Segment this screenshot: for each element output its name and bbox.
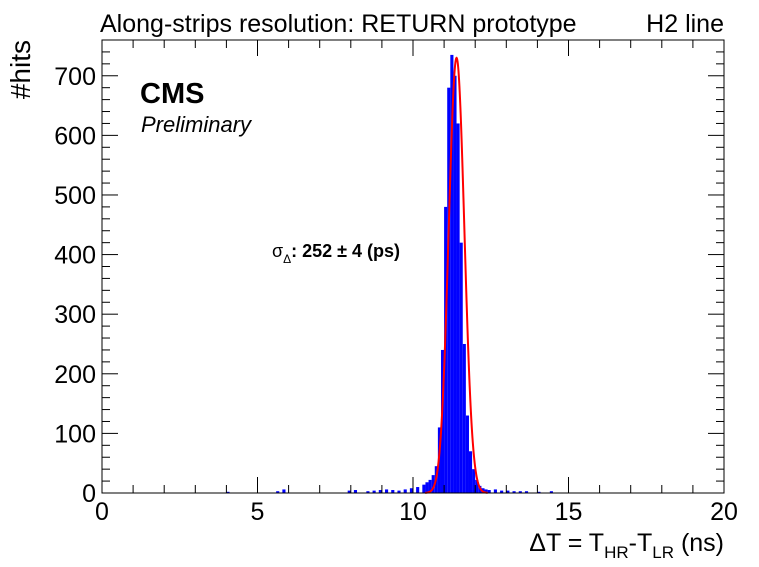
histogram-bar [347, 490, 351, 493]
fit-annotation-symbol: σ [272, 241, 283, 261]
histogram-bar [462, 343, 466, 493]
histogram-bar [282, 489, 286, 493]
x-tick-label: 10 [399, 498, 427, 526]
x-label-dash: -T [629, 529, 653, 557]
chart-title: Along-strips resolution: RETURN prototyp… [100, 10, 577, 38]
histogram-bar [475, 479, 479, 493]
histogram-bar [391, 490, 395, 493]
y-tick-label: 100 [54, 420, 96, 448]
histogram-bar [459, 242, 463, 493]
histogram-bar [472, 469, 476, 493]
y-tick-label: 0 [82, 480, 96, 508]
x-axis-ticks [101, 40, 725, 493]
x-label-delta: ΔT = T [529, 529, 604, 557]
histogram-bar [524, 491, 529, 493]
x-label-unit: (ns) [674, 529, 724, 557]
x-label-sub1: HR [604, 543, 629, 562]
histogram-bar [484, 489, 488, 493]
y-tick-label: 700 [54, 63, 96, 91]
histogram-bar [453, 75, 457, 494]
x-axis-label: ΔT = THR-TLR (ns) [529, 529, 724, 562]
histogram-bar [537, 491, 541, 493]
histogram-bar [353, 490, 358, 493]
y-tick-label: 400 [54, 242, 96, 270]
x-tick-label: 0 [95, 498, 109, 526]
fit-annotation-sub: Δ [283, 252, 291, 266]
x-tick-label: 5 [251, 498, 265, 526]
x-tick-label: 15 [555, 498, 583, 526]
y-axis-label: #hits [5, 40, 36, 99]
histogram-bar [403, 489, 407, 493]
status-label: Preliminary [141, 112, 253, 137]
histogram-bar [549, 491, 553, 493]
histogram-bar [385, 489, 389, 493]
histogram-bar [416, 487, 420, 493]
histogram-bar [506, 490, 510, 493]
histogram-bar [518, 491, 522, 493]
histogram-bar [493, 489, 497, 493]
x-tick-labels: 0 5 10 15 20 [95, 498, 738, 526]
histogram-bar [456, 123, 460, 494]
y-tick-labels: 0 100 200 300 400 500 600 700 [54, 63, 96, 508]
histogram-bar [409, 488, 413, 493]
x-label-sub2: LR [652, 543, 674, 562]
histogram-bar [447, 87, 451, 494]
histogram-bar [372, 490, 376, 493]
y-tick-label: 500 [54, 182, 96, 210]
fit-annotation-value: : 252 ± 4 (ps) [291, 241, 400, 261]
fit-annotation: σΔ: 252 ± 4 (ps) [272, 241, 400, 266]
histogram-bar [468, 451, 473, 493]
fit-curve [425, 56, 488, 494]
chart-title-right: H2 line [646, 10, 724, 38]
histogram-bar [500, 490, 504, 493]
histogram-bar [378, 490, 382, 493]
histogram-bar [422, 484, 426, 493]
histogram-bar [366, 491, 370, 493]
histogram-bar [431, 475, 435, 493]
histogram-bar [226, 491, 230, 493]
experiment-label: CMS [140, 78, 204, 110]
y-tick-label: 300 [54, 301, 96, 329]
histogram-bar [428, 479, 432, 493]
histogram-bar [487, 490, 491, 493]
y-axis-ticks [102, 39, 724, 494]
histogram-bar [276, 491, 280, 493]
y-tick-label: 600 [54, 122, 96, 150]
histogram-bar [465, 415, 469, 493]
histogram-bar [450, 54, 454, 494]
y-tick-label: 200 [54, 361, 96, 389]
x-tick-label: 20 [710, 498, 738, 526]
histogram-bar [397, 490, 401, 493]
histogram-bar [425, 482, 429, 493]
histogram-bar [512, 491, 516, 493]
